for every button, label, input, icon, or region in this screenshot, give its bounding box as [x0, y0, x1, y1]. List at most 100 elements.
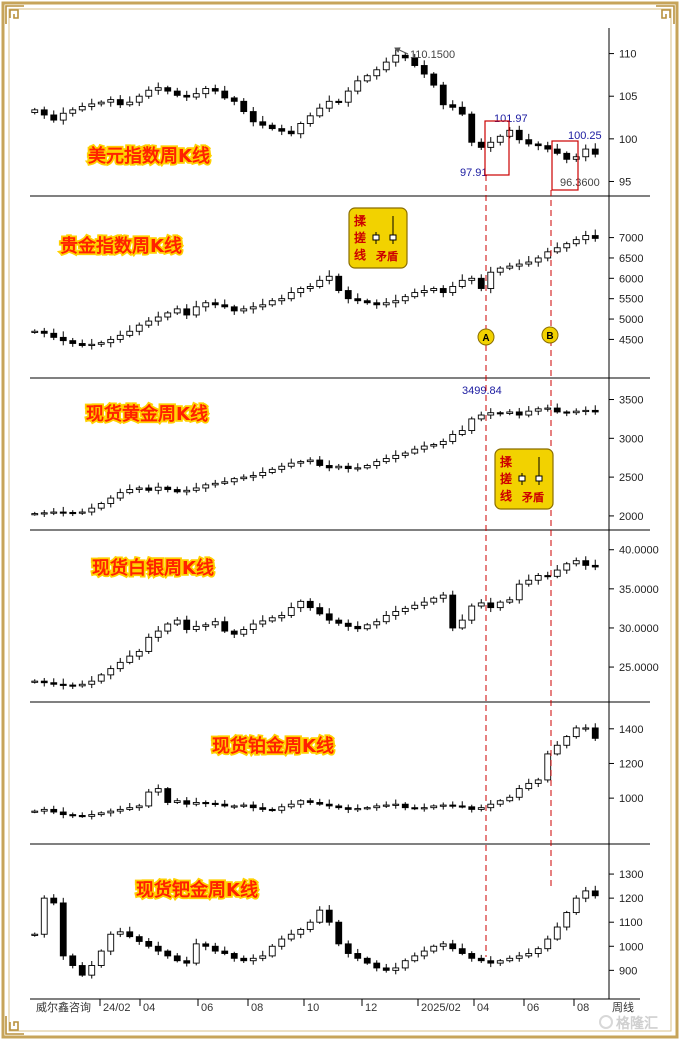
candle — [40, 106, 48, 119]
candle-body — [506, 957, 514, 962]
candle — [107, 336, 115, 348]
chart-annotation: 100.25 — [568, 130, 602, 142]
candle — [496, 959, 504, 966]
candle — [50, 678, 58, 687]
candle-body — [126, 655, 134, 663]
candle-body — [591, 409, 599, 413]
candle-body — [297, 928, 305, 935]
candle-body — [221, 621, 229, 632]
pattern-box-char: 揉 — [500, 454, 513, 469]
candle-body — [69, 109, 77, 114]
candle — [230, 304, 238, 315]
candle-body — [297, 288, 305, 294]
y-tick-label: 3500 — [619, 395, 643, 407]
candle-body — [458, 106, 466, 115]
candle — [553, 565, 561, 579]
candle-body — [477, 602, 485, 607]
candle — [468, 951, 476, 962]
candle-body — [173, 489, 181, 493]
candle-body — [392, 967, 400, 971]
candle-body — [287, 803, 295, 808]
marker-letter: B — [546, 331, 553, 342]
candle — [506, 262, 514, 271]
y-tick-label: 7000 — [619, 233, 643, 245]
candle — [164, 310, 172, 321]
candle-body — [506, 796, 514, 802]
candle — [316, 456, 324, 468]
candle-body — [325, 275, 333, 281]
candle — [420, 946, 428, 960]
candle-body — [249, 306, 257, 310]
candle-body — [202, 943, 210, 947]
candle — [439, 438, 447, 449]
candle — [477, 804, 485, 812]
candle-body — [154, 788, 162, 793]
candle — [59, 331, 67, 346]
candle-body — [40, 808, 48, 812]
candle — [401, 802, 409, 811]
candle-body — [287, 462, 295, 467]
candle — [240, 626, 248, 637]
candle-body — [259, 304, 267, 308]
candle-body — [278, 614, 286, 619]
candle-body — [154, 630, 162, 638]
candle-body — [401, 607, 409, 612]
chart-annotation: 110.1500 — [410, 49, 455, 61]
chart-panel-2: 7000 6500 6000 5500 5000 4500 贵金指数周K线 — [30, 229, 650, 379]
candle-body — [240, 804, 248, 807]
y-tick-label: 4500 — [619, 334, 643, 346]
candle-body — [192, 625, 200, 630]
candle — [50, 508, 58, 516]
candle-body — [382, 61, 390, 71]
candle-body — [325, 909, 333, 923]
candle-body — [420, 65, 428, 75]
x-tick-label: 04 — [477, 1002, 489, 1014]
candle-body — [563, 152, 571, 160]
candle-body — [401, 296, 409, 302]
candle-body — [107, 668, 115, 676]
candle — [183, 486, 191, 496]
candle-body — [344, 90, 352, 103]
candle — [420, 441, 428, 453]
candle — [97, 672, 105, 684]
candle-body — [335, 100, 343, 103]
candle — [97, 100, 105, 107]
candle — [344, 87, 352, 107]
candle-body — [50, 808, 58, 813]
chart-annotation: 101.97 — [494, 113, 528, 125]
candle-body — [211, 945, 219, 952]
candle-body — [449, 433, 457, 442]
candle — [221, 477, 229, 486]
chart-panel-3: 3500 3000 2500 2000 现货黄金周K线 3499.84 — [30, 385, 650, 531]
candle — [449, 281, 457, 296]
candle-body — [126, 931, 134, 938]
candle — [278, 294, 286, 305]
candle — [373, 66, 381, 80]
candle — [240, 955, 248, 963]
candle — [411, 288, 419, 299]
candle — [420, 285, 428, 297]
candle-body — [259, 121, 267, 126]
candle-body — [50, 511, 58, 514]
y-tick-label: 6000 — [619, 273, 643, 285]
candle — [420, 803, 428, 812]
chart-title: 现货黄金周K线 — [86, 403, 208, 425]
candle — [268, 615, 276, 623]
candle-body — [135, 805, 143, 809]
candle-body — [544, 753, 552, 781]
candle-body — [411, 292, 419, 298]
candle-body — [97, 812, 105, 816]
candle — [154, 784, 162, 796]
candle-body — [487, 412, 495, 416]
candle-body — [259, 807, 267, 810]
pattern-box-tag: 矛盾 — [521, 490, 544, 504]
candle-body — [363, 624, 371, 630]
y-tick-label: 1200 — [619, 758, 643, 770]
candle — [458, 943, 466, 956]
candle — [325, 799, 333, 810]
candle — [544, 247, 552, 262]
candle-body — [173, 619, 181, 625]
candle-body — [487, 602, 495, 609]
candle-body — [582, 235, 590, 241]
y-tick-label: 100 — [619, 134, 637, 146]
